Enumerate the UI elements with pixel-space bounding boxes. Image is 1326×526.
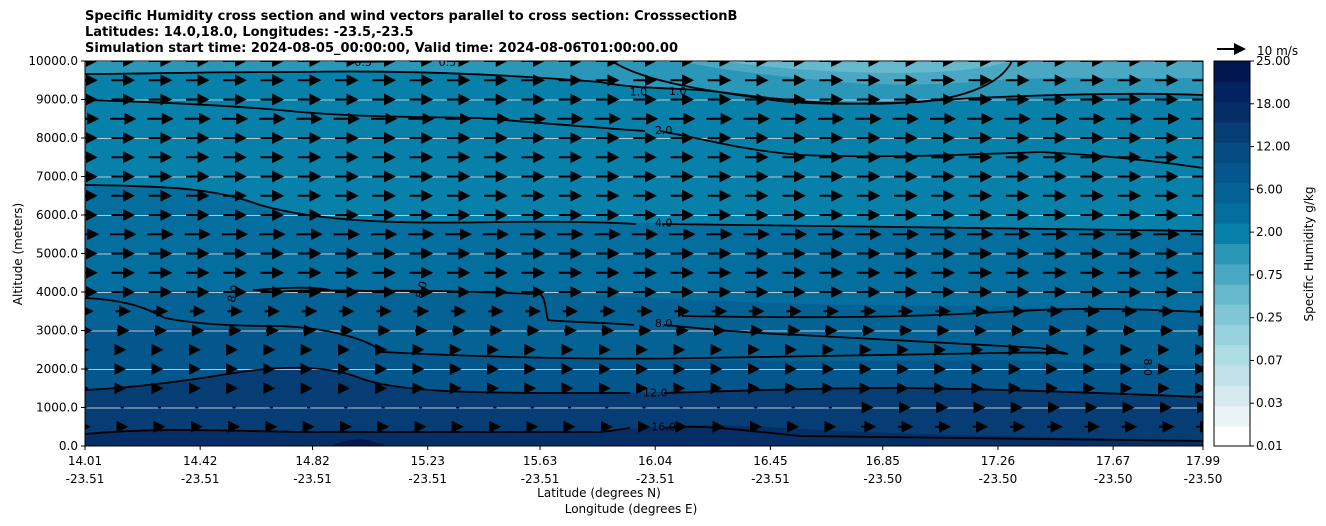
y-tick-label: 4000.0 <box>36 285 78 299</box>
y-axis: 0.0 1000.0 2000.0 3000.0 4000.0 5000.0 6000.0 7… <box>28 54 85 453</box>
contour-labels: 0.5 0.51.0 1.02.04.08.0 8.08.08.012.016.0 <box>225 56 1154 434</box>
y-axis-label: Altitude (meters) <box>11 203 25 305</box>
x-tick-label-lon: -23.50 <box>1094 472 1133 486</box>
y-tick-label: 10000.0 <box>28 54 78 68</box>
contour-line-1.0b <box>611 61 1013 105</box>
colorbar-swatch <box>1214 142 1250 163</box>
x-axis-label-lon: Longitude (degrees E) <box>565 502 698 516</box>
colorbar-swatch <box>1214 223 1250 244</box>
colorbar-swatch <box>1214 243 1250 265</box>
x-tick-label-lon: -23.51 <box>636 472 675 486</box>
colorbar-swatch <box>1214 202 1250 224</box>
colorbar-tick-label: 0.75 <box>1256 268 1283 282</box>
colorbar-swatch <box>1214 101 1250 123</box>
colorbar-label: Specific Humidity g/kg <box>1302 187 1316 322</box>
x-tick-label-lat: 16.45 <box>753 454 787 468</box>
chart-title: Specific Humidity cross section and wind… <box>85 9 737 57</box>
colorbar-frame <box>1213 60 1251 447</box>
y-tick-label: 2000.0 <box>36 362 78 376</box>
colorbar-tick-label: 18.00 <box>1256 97 1290 111</box>
y-tick-label: 7000.0 <box>36 170 78 184</box>
colorbar-swatch <box>1214 121 1250 143</box>
y-tick-label: 5000.0 <box>36 247 78 261</box>
x-tick-label-lat: 14.82 <box>295 454 329 468</box>
x-tick-label-lat: 16.04 <box>638 454 672 468</box>
contour-label: 4.0 <box>655 216 673 229</box>
x-tick-label-lon: -23.51 <box>408 472 447 486</box>
contour-line-8.0b <box>681 307 1203 319</box>
y-tick-label: 9000.0 <box>36 93 78 107</box>
colorbar-swatch <box>1214 364 1250 386</box>
x-tick-label-lon: -23.51 <box>66 472 105 486</box>
x-tick-label-lon: -23.51 <box>181 472 220 486</box>
x-tick-label-lon: -23.50 <box>863 472 902 486</box>
colorbar-tick-label: 25.00 <box>1256 54 1290 68</box>
x-axis: 14.01 -23.51 14.42 -23.51 14.82 -23.51 15.23 -2… <box>66 446 1223 486</box>
humidity-band <box>720 61 1010 73</box>
y-tick-label: 8000.0 <box>36 131 78 145</box>
x-tick-label-lat: 14.01 <box>68 454 102 468</box>
colorbar-swatch <box>1214 162 1250 184</box>
colorbar-swatch <box>1214 425 1250 447</box>
plot-area: 0.5 0.51.0 1.02.04.08.0 8.08.08.012.016.0 <box>85 56 1203 446</box>
y-tick-label: 3000.0 <box>36 324 78 338</box>
x-tick-label-lat: 17.26 <box>981 454 1015 468</box>
humidity-band <box>330 439 388 446</box>
colorbar-swatch <box>1214 283 1250 305</box>
x-tick-label-lon: -23.50 <box>979 472 1018 486</box>
colorbar-tick-label: 0.25 <box>1256 311 1283 325</box>
x-tick-label-lat: 17.67 <box>1096 454 1130 468</box>
colorbar-tick-label: 0.03 <box>1256 396 1283 410</box>
contour-line-1.0 <box>85 70 1203 105</box>
colorbar-swatch <box>1214 81 1250 103</box>
wind-reference-key: 10 m/s <box>1217 43 1298 58</box>
colorbar-tick-label: 12.00 <box>1256 140 1290 154</box>
colorbar-swatch <box>1214 344 1250 366</box>
colorbar-swatch <box>1214 324 1250 346</box>
colorbar-tick-label: 6.00 <box>1256 182 1283 196</box>
title-line: Specific Humidity cross section and wind… <box>85 9 738 24</box>
colorbar-swatch <box>1214 263 1250 285</box>
contour-label: 12.0 <box>643 386 668 399</box>
colorbar-swatch <box>1214 304 1250 326</box>
x-tick-label-lat: 17.99 <box>1186 454 1220 468</box>
contour-label: 1.0 <box>669 85 687 98</box>
contour-label: 1.0 <box>630 86 648 99</box>
x-tick-label-lat: 15.23 <box>411 454 445 468</box>
colorbar-swatch <box>1214 182 1250 204</box>
contour-label: 2.0 <box>655 124 673 137</box>
title-line: Simulation start time: 2024-08-05_00:00:… <box>85 41 678 56</box>
colorbar-swatch <box>1214 61 1250 82</box>
colorbar-swatch <box>1214 405 1250 427</box>
x-tick-label-lat: 14.42 <box>183 454 217 468</box>
y-tick-label: 0.0 <box>59 439 78 453</box>
y-tick-label: 6000.0 <box>36 208 78 222</box>
y-tick-label: 1000.0 <box>36 401 78 415</box>
colorbar-tick-label: 0.01 <box>1256 439 1283 453</box>
colorbar-swatch <box>1214 385 1250 407</box>
x-tick-label-lon: -23.51 <box>751 472 790 486</box>
contour-label: 0.5 <box>439 56 457 69</box>
x-tick-label-lon: -23.51 <box>521 472 560 486</box>
contour-label: 0.5 <box>354 56 372 69</box>
x-tick-label-lat: 15.63 <box>523 454 557 468</box>
contour-label: 16.0 <box>651 421 676 434</box>
x-tick-label-lon: -23.50 <box>1184 472 1223 486</box>
colorbar-tick-label: 2.00 <box>1256 225 1283 239</box>
wind-reference-label: 10 m/s <box>1257 44 1298 58</box>
colorbar-tick-label: 0.07 <box>1256 353 1283 367</box>
title-line: Latitudes: 14.0,18.0, Longitudes: -23.5,… <box>85 25 414 40</box>
contour-label: 8.0 <box>1141 358 1154 376</box>
x-tick-label-lon: -23.51 <box>293 472 332 486</box>
x-axis-label-lat: Latitude (degrees N) <box>537 486 661 500</box>
x-tick-label-lat: 16.85 <box>866 454 900 468</box>
contour-label: 8.0 <box>655 317 673 330</box>
colorbar: 0.01 0.03 0.07 0.25 0.75 2.00 6.00 12.00 18.00 25… <box>1213 54 1290 453</box>
wind-vectors <box>85 61 1203 433</box>
